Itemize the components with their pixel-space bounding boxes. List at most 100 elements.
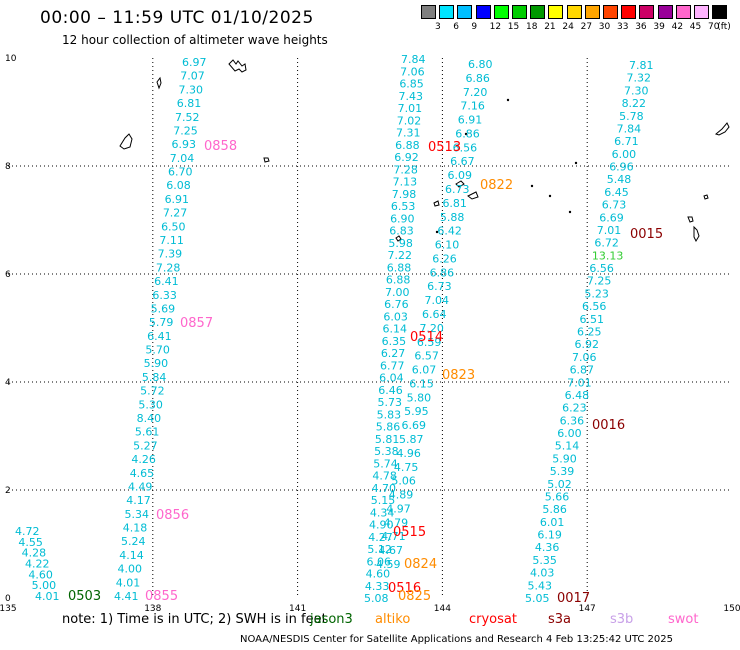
track-e-value: 7.01: [597, 224, 622, 237]
x-tick-label: 144: [434, 604, 451, 614]
map-grid: [8, 58, 732, 598]
track-e-value: 6.51: [579, 313, 604, 326]
track-b-value: 5.84: [142, 371, 167, 384]
colorbar-tick-label: 3: [435, 22, 441, 32]
pass-time-label: 0514: [410, 330, 443, 345]
track-b-value: 7.04: [170, 152, 195, 165]
y-tick-label: 4: [5, 378, 11, 388]
track-d-value: 6.69: [402, 419, 427, 432]
track-e-value: 6.01: [540, 516, 565, 529]
pass-time-label: 0824: [404, 557, 437, 572]
colorbar-tick-label: 45: [689, 22, 702, 32]
track-e-value: 5.43: [527, 579, 552, 592]
track-b-value: 4.41: [114, 590, 139, 603]
satellite-legend-item: cryosat: [469, 612, 517, 627]
colorbar-tick-label: 15: [507, 22, 520, 32]
pass-time-label: 0823: [442, 368, 475, 383]
track-a-value: 4.28: [22, 547, 46, 560]
track-b-value: 4.14: [119, 549, 144, 562]
track-b-value: 4.26: [131, 453, 156, 466]
track-d-value: 4.71: [381, 530, 406, 543]
colorbar-tick-label: 33: [617, 22, 629, 32]
track-e-value: 5.66: [545, 490, 570, 503]
track-c-value: 7.98: [392, 188, 417, 201]
island-outline: [693, 225, 700, 243]
track-e-value: 5.02: [547, 478, 572, 491]
track-d-value: 5.95: [404, 405, 429, 418]
track-d-value: 6.10: [435, 239, 460, 252]
track-e-value: 7.30: [624, 84, 649, 97]
track-c-value: 5.73: [377, 396, 402, 409]
pass-time-label: 0856: [156, 508, 189, 523]
track-e-value: 6.45: [604, 186, 629, 199]
colorbar-swatch: [475, 5, 491, 19]
land-outlines: [119, 59, 730, 243]
track-a-value: 4.55: [18, 536, 43, 549]
track-b-value: 5.34: [124, 508, 149, 521]
track-b-value: 7.39: [158, 248, 183, 261]
track-e-value: 6.23: [562, 402, 587, 415]
colorbar-swatch: [621, 5, 637, 19]
track-c-value: 5.83: [377, 408, 402, 421]
track-b-value: 5.61: [135, 426, 160, 439]
colorbar-swatch: [421, 5, 436, 19]
track-d-value: 4.97: [386, 502, 411, 515]
colorbar-tick-label: 27: [580, 22, 593, 32]
track-b-value: 7.30: [179, 83, 204, 96]
track-e-value: 5.14: [555, 440, 580, 453]
track-b-value: 6.70: [168, 166, 193, 179]
track-d-value: 4.59: [376, 558, 401, 571]
track-d-value: 7.16: [460, 100, 485, 113]
track-c-value: 6.88: [386, 274, 411, 287]
track-b-value: 7.27: [163, 207, 188, 220]
track-c-value: 6.04: [379, 372, 404, 385]
colorbar-swatch: [584, 5, 600, 19]
island-dot: [574, 161, 578, 165]
track-d-value: 6.73: [445, 183, 470, 196]
track-a-value: 5.00: [32, 579, 56, 592]
track-b-value: 5.69: [151, 302, 176, 315]
x-tick-label: 150: [723, 604, 740, 614]
track-e-value: 6.96: [609, 161, 634, 174]
track-d-value: 4.79: [384, 516, 409, 529]
island-dot: [464, 132, 468, 136]
track-d-value: 4.67: [379, 544, 404, 557]
pass-time-label: 0503: [68, 589, 101, 604]
track-b-value: 4.49: [128, 480, 153, 493]
track-c-value: 6.06: [367, 555, 392, 568]
track-c-value: 6.88: [387, 261, 412, 274]
track-b-value: 5.72: [140, 385, 165, 398]
colorbar-unit: (ft): [717, 22, 731, 32]
island-outline: [263, 157, 270, 163]
track-d-value: 6.57: [414, 350, 439, 363]
track-b-value: 8.40: [137, 412, 162, 425]
colorbar-tick-label: 9: [471, 22, 478, 32]
track-b-value: 4.18: [123, 522, 148, 535]
island-dot: [530, 184, 534, 188]
track-b-value: 6.91: [165, 193, 190, 206]
colorbar-swatch: [512, 5, 527, 19]
track-e-value: 6.71: [614, 135, 639, 148]
island-outline: [228, 59, 247, 73]
track-e-value: 6.73: [602, 199, 627, 212]
track-b-value: 4.65: [130, 467, 155, 480]
track-e-value: 7.25: [587, 275, 612, 288]
track-e-value: 6.48: [565, 389, 590, 402]
track-b-value: 6.81: [177, 97, 202, 110]
track-d-value: 6.26: [432, 252, 457, 265]
track-e-value: 4.03: [530, 567, 555, 580]
track-e-value: 6.56: [589, 262, 614, 275]
track-d-value: 7.20: [419, 322, 444, 335]
y-tick-label: 2: [5, 486, 11, 496]
track-e-value: 6.92: [575, 338, 600, 351]
track-c-value: 5.15: [371, 494, 396, 507]
track-e-value: 5.48: [607, 173, 632, 186]
pass-time-label: 0016: [592, 418, 625, 433]
track-c-value: 5.74: [373, 457, 398, 470]
track-d-value: 6.07: [412, 364, 437, 377]
track-e-value: 5.90: [552, 452, 577, 465]
colorbar-swatch: [530, 5, 546, 19]
track-b-value: 6.08: [166, 179, 191, 192]
track-e-value: 6.36: [560, 414, 585, 427]
